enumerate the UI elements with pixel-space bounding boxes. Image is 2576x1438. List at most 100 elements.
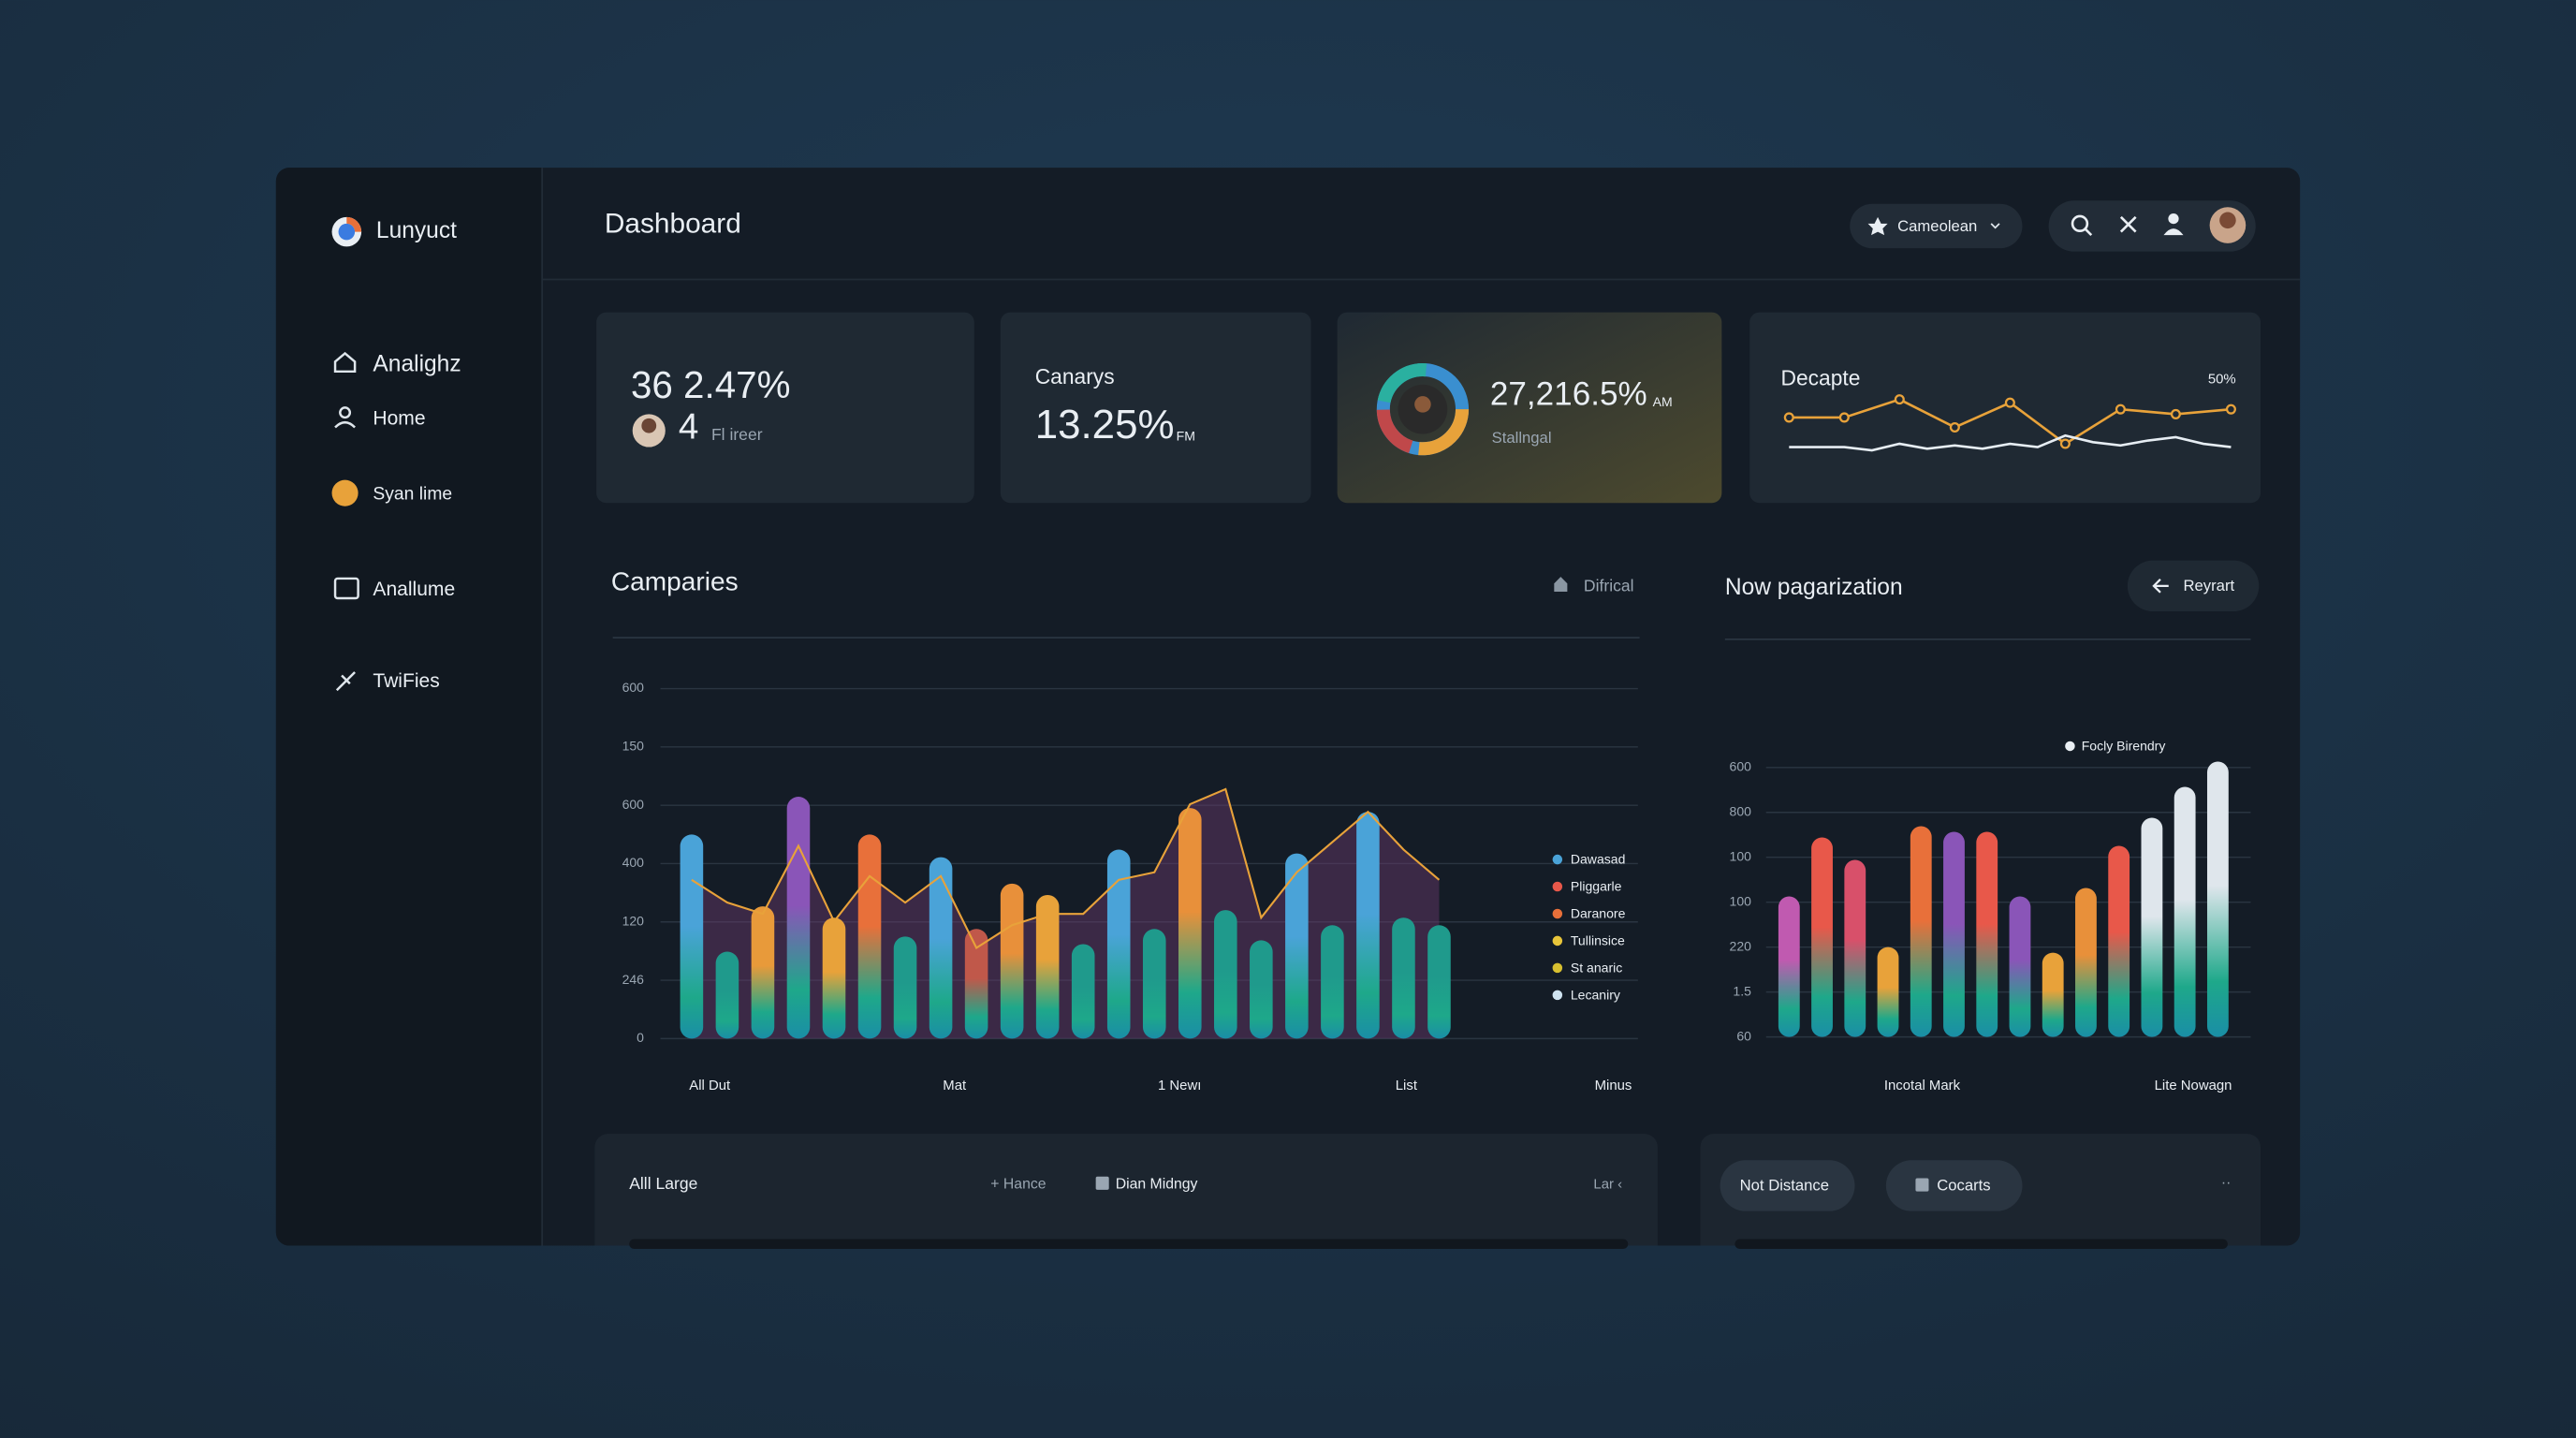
bar bbox=[1877, 946, 1899, 1037]
x-axis-label: Mat bbox=[943, 1078, 967, 1093]
filter-pill[interactable] bbox=[1885, 1160, 2023, 1211]
logo bbox=[338, 223, 356, 241]
legend-dot bbox=[1552, 990, 1563, 1001]
chart-action-button[interactable] bbox=[2127, 560, 2260, 612]
bar bbox=[1071, 944, 1095, 1039]
legend-dot bbox=[1552, 908, 1563, 919]
donut bbox=[1376, 363, 1470, 456]
chart-title: Camparies bbox=[611, 567, 739, 596]
bar bbox=[1321, 925, 1344, 1039]
dropdown-icon bbox=[1867, 216, 1888, 236]
bar bbox=[1000, 883, 1024, 1039]
nav-item[interactable]: Analighz bbox=[373, 351, 461, 376]
chart-action[interactable]: Difrical bbox=[1584, 576, 1634, 594]
arrow-icon bbox=[2152, 579, 2169, 594]
sparkline-point bbox=[2115, 404, 2126, 415]
more-button[interactable]: ·· bbox=[2221, 1175, 2232, 1191]
y-axis-label: 600 bbox=[1730, 758, 1752, 773]
y-axis-label: 800 bbox=[1730, 803, 1752, 818]
nav-item[interactable]: Anallume bbox=[373, 579, 455, 600]
sparkline-point bbox=[1949, 421, 1960, 433]
y-axis-label: 246 bbox=[622, 972, 645, 987]
stat-card bbox=[1337, 312, 1722, 504]
search-button[interactable] bbox=[2071, 214, 2089, 233]
stat-sub-value: 4 bbox=[679, 406, 698, 447]
sparkline-point bbox=[1838, 412, 1850, 423]
filter-label[interactable]: Not Distance bbox=[1740, 1177, 1829, 1195]
chart-title: Now pagarization bbox=[1725, 575, 1903, 600]
search-button[interactable] bbox=[2085, 228, 2093, 237]
donut bbox=[1376, 363, 1470, 456]
bar bbox=[1910, 826, 1932, 1037]
nav-item[interactable]: Home bbox=[373, 407, 425, 429]
nav-icon bbox=[331, 479, 359, 506]
bar bbox=[1844, 859, 1866, 1037]
filter-label[interactable]: Cocarts bbox=[1937, 1177, 1990, 1195]
nav-item[interactable]: TwiFies bbox=[373, 670, 439, 692]
sparkline-point bbox=[2004, 397, 2015, 408]
donut-center bbox=[1414, 396, 1431, 413]
bar bbox=[1427, 925, 1451, 1039]
bar bbox=[2206, 761, 2229, 1037]
close-button[interactable] bbox=[2119, 215, 2137, 233]
user-button[interactable] bbox=[2168, 213, 2179, 225]
user-button[interactable] bbox=[2163, 228, 2184, 236]
legend-label: Tullinsice bbox=[1571, 933, 1625, 948]
bar bbox=[857, 834, 882, 1039]
stat-value: 13.25% bbox=[1035, 402, 1175, 448]
bar bbox=[1285, 853, 1309, 1039]
bar bbox=[1356, 812, 1380, 1039]
stat-card bbox=[1000, 312, 1311, 504]
x-axis-label: Incotal Mark bbox=[1884, 1078, 1961, 1093]
sidebar bbox=[275, 168, 543, 1246]
table-tab[interactable]: Lar ‹ bbox=[1593, 1178, 1622, 1193]
stat-value: 27,216.5% bbox=[1490, 375, 1647, 412]
bar bbox=[929, 857, 953, 1039]
sparkline-point bbox=[2225, 404, 2236, 415]
y-axis-label: 150 bbox=[622, 739, 645, 754]
stat-label: 50% bbox=[2208, 373, 2236, 388]
bar bbox=[1778, 896, 1800, 1037]
stat-label: Stallngal bbox=[1492, 429, 1552, 447]
bar bbox=[680, 834, 704, 1039]
stat-label: Fl ireer bbox=[711, 425, 763, 444]
table-tab[interactable]: + Hance bbox=[990, 1177, 1046, 1193]
legend-dot bbox=[1552, 881, 1563, 892]
stat-unit: FM bbox=[1177, 429, 1195, 444]
legend-dot bbox=[1552, 962, 1563, 974]
pill-icon bbox=[1915, 1178, 1929, 1192]
bar bbox=[1106, 849, 1131, 1039]
legend-label: Lecaniry bbox=[1571, 987, 1620, 1002]
legend-label: St anaric bbox=[1571, 960, 1622, 975]
table-tab[interactable]: Dian Midngy bbox=[1116, 1177, 1198, 1193]
filter-pill[interactable] bbox=[1720, 1160, 1855, 1211]
nav-item[interactable]: Syan lime bbox=[373, 485, 452, 505]
dropdown[interactable] bbox=[1850, 203, 2023, 249]
legend-dot bbox=[2065, 741, 2075, 752]
chart-action[interactable]: Reyrart bbox=[2184, 577, 2235, 594]
bar bbox=[2174, 786, 2196, 1037]
sparkline-point bbox=[1894, 394, 1905, 405]
bar bbox=[893, 936, 917, 1039]
dropdown-label[interactable]: Cameolean bbox=[1897, 217, 1977, 235]
x-axis-label: 1 Newı bbox=[1158, 1078, 1201, 1093]
table-row bbox=[629, 1239, 1629, 1250]
bar bbox=[751, 906, 775, 1039]
y-axis-label: 400 bbox=[622, 855, 645, 870]
x-axis-label: Lite Nowagn bbox=[2155, 1078, 2232, 1093]
bar bbox=[2141, 817, 2163, 1037]
stat-value: 36 2.47% bbox=[631, 363, 791, 406]
nav-icon bbox=[333, 351, 357, 374]
x-axis-label: List bbox=[1396, 1078, 1418, 1093]
bar bbox=[1035, 894, 1060, 1039]
stat-title: Decapte bbox=[1781, 366, 1861, 390]
page-title: Dashboard bbox=[605, 208, 741, 239]
stat-unit: AM bbox=[1653, 394, 1673, 409]
y-axis-label: 100 bbox=[1730, 893, 1752, 908]
bar bbox=[1250, 940, 1273, 1039]
bar bbox=[1811, 837, 1833, 1037]
legend-dot bbox=[1552, 854, 1563, 865]
sparkline-point bbox=[2059, 438, 2071, 449]
